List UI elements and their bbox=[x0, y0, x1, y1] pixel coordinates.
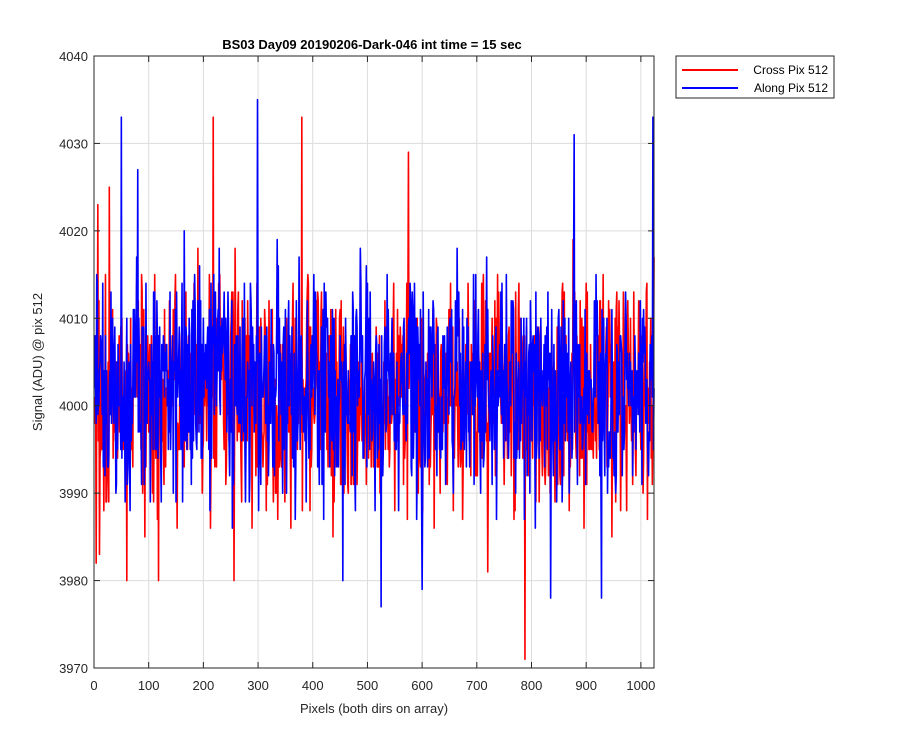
y-axis-label: Signal (ADU) @ pix 512 bbox=[30, 293, 45, 431]
legend-box bbox=[675, 55, 835, 99]
chart-title: BS03 Day09 20190206-Dark-046 int time = … bbox=[222, 37, 522, 52]
y-tick-label: 3970 bbox=[59, 661, 88, 676]
y-tick-label: 4010 bbox=[59, 311, 88, 326]
y-tick-label: 4040 bbox=[59, 49, 88, 64]
x-tick-label: 400 bbox=[302, 678, 324, 693]
series-layer bbox=[93, 98, 655, 661]
plot-frame bbox=[93, 55, 655, 669]
y-tick-label: 4020 bbox=[59, 224, 88, 239]
series-line-along-pix-512 bbox=[93, 98, 655, 608]
x-tick-label: 300 bbox=[247, 678, 269, 693]
tick-labels: 0 100 200 300 400 500 600 700 800 900 1000 3970 3980… bbox=[59, 49, 655, 693]
x-tick-label: 900 bbox=[575, 678, 597, 693]
legend-label-cross: Cross Pix 512 bbox=[753, 63, 828, 77]
x-tick-label: 100 bbox=[138, 678, 160, 693]
x-tick-label: 0 bbox=[90, 678, 97, 693]
x-tick-label: 500 bbox=[357, 678, 379, 693]
x-tick-label: 1000 bbox=[626, 678, 655, 693]
ticks bbox=[93, 55, 654, 669]
x-tick-label: 700 bbox=[466, 678, 488, 693]
x-tick-label: 800 bbox=[521, 678, 543, 693]
x-tick-label: 600 bbox=[411, 678, 433, 693]
y-tick-label: 3980 bbox=[59, 574, 88, 589]
x-axis-label: Pixels (both dirs on array) bbox=[300, 701, 448, 716]
legend-label-along: Along Pix 512 bbox=[754, 81, 828, 95]
x-tick-label: 200 bbox=[193, 678, 215, 693]
y-tick-label: 4030 bbox=[59, 136, 88, 151]
legend[interactable]: Cross Pix 512 Along Pix 512 bbox=[675, 55, 835, 99]
y-tick-label: 3990 bbox=[59, 486, 88, 501]
y-tick-label: 4000 bbox=[59, 399, 88, 414]
